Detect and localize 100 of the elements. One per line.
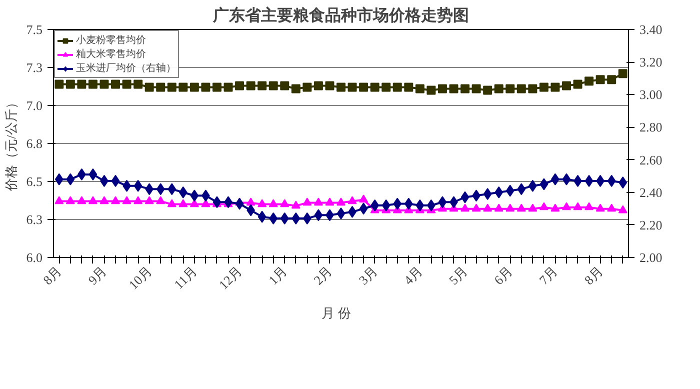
point: [168, 183, 176, 196]
point: [134, 80, 143, 89]
point: [382, 199, 390, 212]
point: [314, 198, 323, 206]
point: [258, 210, 266, 223]
point: [584, 174, 594, 187]
point: [483, 204, 492, 212]
point: [314, 209, 323, 222]
point: [370, 82, 380, 92]
legend-label: 籼大米零售均价: [76, 48, 146, 61]
point: [416, 199, 424, 212]
point: [539, 82, 548, 92]
point: [359, 202, 368, 215]
point: [494, 84, 504, 94]
point: [122, 196, 132, 204]
point: [483, 188, 492, 200]
legend-label: 小麦粉零售均价: [76, 34, 146, 47]
point: [382, 82, 391, 92]
point: [325, 81, 334, 90]
point: [494, 204, 504, 212]
x-tick-label: 12月: [216, 263, 245, 292]
point: [404, 82, 414, 92]
x-tick-label: 3月: [356, 263, 380, 288]
point: [144, 196, 154, 204]
chart-title: 广东省主要粮食品种市场价格走势图: [212, 6, 469, 24]
point: [618, 69, 628, 78]
point: [212, 82, 222, 92]
point: [258, 199, 267, 208]
point: [550, 82, 560, 92]
y-tick-label: 6.0: [26, 250, 42, 265]
point: [178, 82, 188, 92]
point: [111, 196, 120, 204]
point: [336, 208, 346, 220]
point: [100, 80, 109, 89]
y-tick-label: 7.5: [26, 22, 42, 37]
point: [472, 84, 481, 94]
point: [134, 196, 143, 204]
point: [292, 212, 300, 224]
point: [336, 198, 346, 206]
point: [156, 82, 166, 92]
point: [178, 186, 188, 198]
point: [302, 82, 312, 92]
x-tick-label: 11月: [171, 263, 200, 292]
point: [348, 82, 357, 92]
point: [280, 199, 290, 208]
y2-tick-label: 3.00: [640, 87, 662, 102]
point: [449, 84, 458, 94]
point: [516, 204, 526, 212]
point: [359, 82, 368, 92]
point: [584, 76, 594, 86]
point: [494, 186, 504, 198]
point: [77, 80, 86, 89]
point: [156, 196, 166, 204]
point: [426, 86, 436, 95]
point: [268, 81, 278, 90]
point: [618, 205, 628, 214]
point: [506, 184, 514, 197]
point: [336, 82, 346, 92]
point: [460, 84, 470, 94]
point: [54, 196, 64, 204]
point: [144, 82, 154, 92]
point: [562, 202, 571, 210]
point: [167, 82, 176, 92]
point: [404, 198, 413, 210]
point: [66, 80, 75, 89]
y2-tick-label: 2.40: [640, 184, 662, 200]
y2-tick-label: 2.60: [640, 152, 662, 168]
point: [224, 82, 233, 92]
y2-tick-label: 2.80: [640, 120, 662, 135]
point: [584, 202, 594, 210]
point: [359, 194, 368, 203]
point: [438, 196, 447, 208]
x-tick-label: 2月: [310, 263, 336, 288]
point: [607, 174, 616, 187]
point: [246, 198, 256, 206]
x-tick-label: 4月: [400, 263, 426, 288]
point: [100, 196, 109, 204]
point: [596, 204, 605, 212]
point: [167, 199, 176, 208]
point: [517, 183, 526, 196]
point: [483, 86, 492, 95]
point: [302, 198, 312, 206]
point: [506, 84, 515, 94]
point: [472, 204, 481, 212]
x-tick-label: 8月: [40, 263, 64, 288]
point: [235, 198, 244, 210]
point: [506, 204, 515, 212]
y-tick-label: 6.5: [26, 174, 42, 189]
point: [280, 212, 289, 224]
y-tick-label: 6.8: [26, 136, 42, 151]
point: [596, 75, 605, 84]
point: [235, 81, 244, 90]
x-tick-label: 10月: [126, 263, 155, 292]
point: [573, 202, 582, 210]
x-tick-label: 6月: [491, 263, 516, 288]
point: [178, 199, 188, 208]
point: [573, 80, 582, 89]
point: [607, 75, 616, 84]
point: [190, 82, 199, 92]
x-tick-label: 1月: [266, 263, 290, 288]
